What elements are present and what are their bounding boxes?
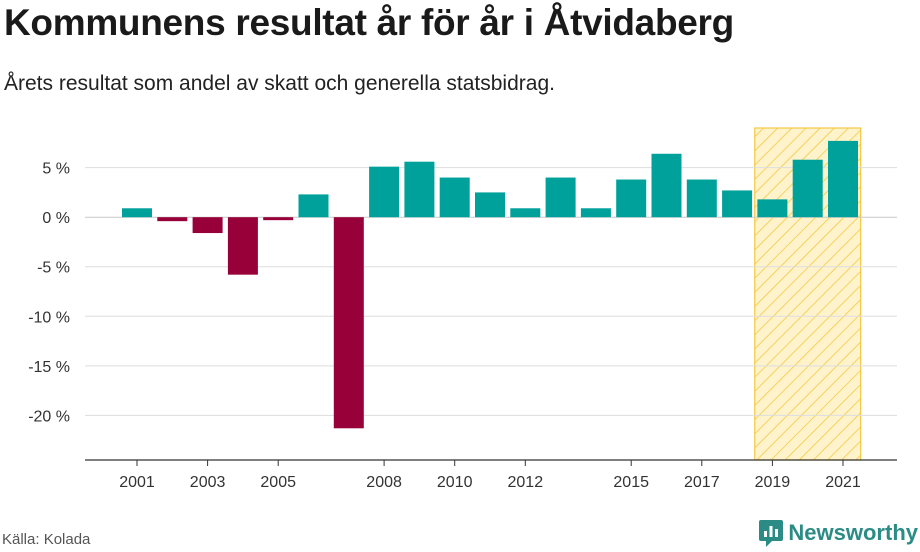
y-tick-label: 5 % xyxy=(42,161,70,178)
bar xyxy=(792,159,823,218)
chart-title: Kommunens resultat år för år i Åtvidaber… xyxy=(4,2,734,43)
bar xyxy=(192,217,223,234)
bar xyxy=(333,217,364,429)
y-tick-label: 0 % xyxy=(42,210,70,227)
source-label: Källa: Kolada xyxy=(2,531,91,548)
x-tick-label: 2001 xyxy=(119,474,155,491)
bar xyxy=(475,192,505,218)
bar xyxy=(157,217,188,222)
bar xyxy=(828,140,858,218)
x-tick-label: 2010 xyxy=(437,474,473,491)
x-tick-label: 2021 xyxy=(825,474,861,491)
bar xyxy=(404,161,435,218)
bar xyxy=(722,190,753,218)
bar xyxy=(651,153,682,218)
bar xyxy=(122,208,152,218)
x-tick-label: 2005 xyxy=(260,474,296,491)
bar xyxy=(369,166,400,218)
x-tick-label: 2003 xyxy=(190,474,226,491)
y-tick-label: -10 % xyxy=(28,309,70,326)
bar xyxy=(263,217,294,221)
bar xyxy=(757,199,788,218)
bar xyxy=(227,217,258,275)
brand-name: Newsworthy xyxy=(788,520,918,545)
bar xyxy=(510,208,541,218)
x-tick-label: 2017 xyxy=(684,474,720,491)
bar xyxy=(298,194,329,218)
x-tick-label: 2015 xyxy=(613,474,649,491)
bar xyxy=(580,208,611,218)
bar xyxy=(616,179,647,218)
x-tick-label: 2019 xyxy=(755,474,791,491)
y-tick-label: -5 % xyxy=(37,260,70,277)
bar xyxy=(439,177,470,218)
x-tick-label: 2012 xyxy=(508,474,544,491)
brand-logo: Newsworthy xyxy=(758,518,918,548)
newsworthy-logo-icon xyxy=(759,520,784,547)
chart-subtitle: Årets resultat som andel av skatt och ge… xyxy=(4,72,555,95)
x-tick-label: 2008 xyxy=(366,474,402,491)
y-tick-label: -15 % xyxy=(28,359,70,376)
y-tick-label: -20 % xyxy=(28,408,70,425)
bar xyxy=(686,179,717,218)
bar xyxy=(545,177,576,218)
